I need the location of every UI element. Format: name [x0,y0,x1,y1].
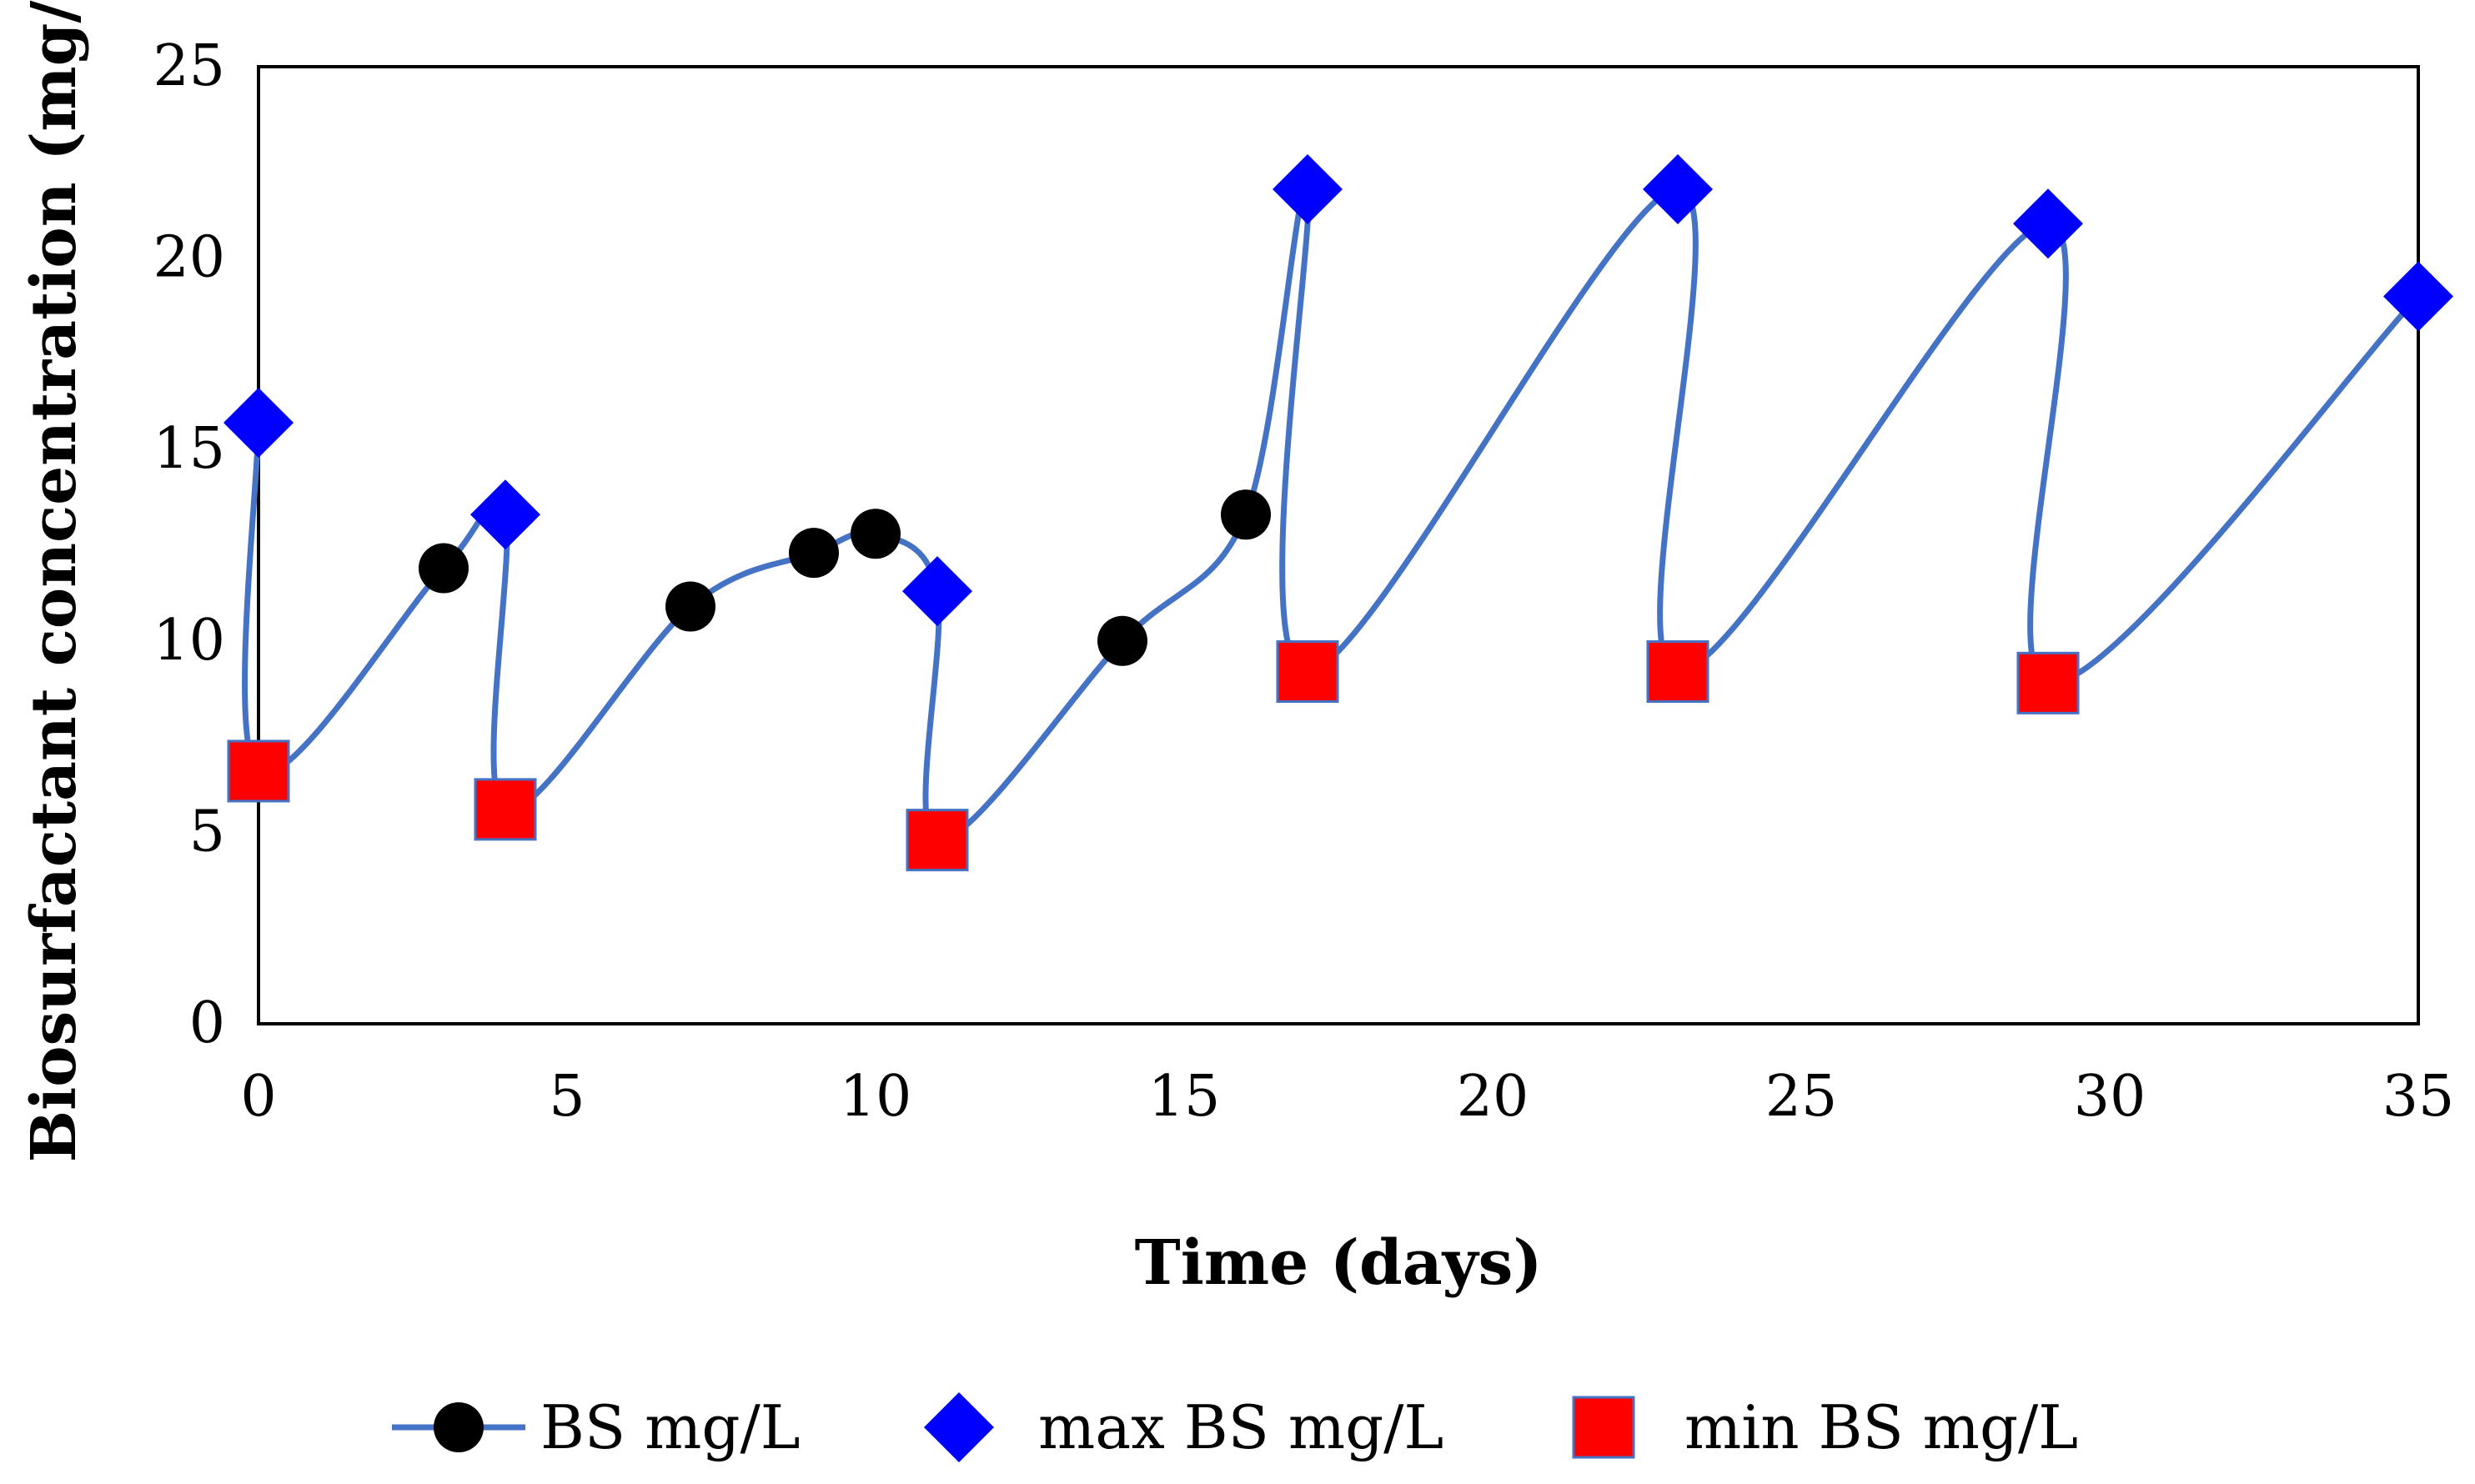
max-bs-point [1273,153,1343,224]
x-tick-label: 15 [1148,1064,1221,1130]
min-bs-point [474,778,537,841]
legend: BS mg/L max BS mg/L min BS mg/L [392,1392,2078,1462]
data-markers [223,153,2453,872]
min-bs-point [2016,651,2080,714]
legend-label-max: max BS mg/L [1038,1392,1443,1462]
max-bs-point [902,556,972,627]
y-tick-label: 20 [153,225,225,291]
max-bs-point [470,479,540,550]
max-bs-point [2383,261,2453,332]
x-tick-label: 20 [1457,1064,1529,1130]
legend-max-marker [924,1392,994,1462]
y-tick-label: 10 [153,608,225,674]
x-tick-label: 35 [2382,1064,2455,1130]
min-bs-point [227,739,290,803]
max-bs-point [2013,188,2083,259]
legend-bs-marker [434,1402,484,1452]
y-tick-label: 5 [189,799,225,865]
bs-point [789,528,839,579]
x-tick-label: 30 [2074,1064,2146,1130]
legend-label-bs: BS mg/L [540,1392,801,1462]
legend-label-min: min BS mg/L [1684,1392,2078,1462]
min-bs-point [1276,640,1339,704]
min-bs-point [906,809,969,872]
x-tick-label: 0 [240,1064,276,1130]
y-tick-label: 0 [189,990,225,1056]
x-tick-label: 10 [840,1064,912,1130]
max-bs-point [1643,153,1713,224]
bs-point [1221,489,1271,540]
x-tick-labels: 0 5 10 15 20 25 30 35 [240,1064,2454,1130]
bs-point [1097,615,1147,666]
max-bs-point [223,388,294,459]
bs-point [665,581,715,632]
plot-frame [257,65,2420,1025]
y-tick-label: 15 [153,416,225,482]
bs-line [242,184,2422,844]
x-axis-title: Time (days) [1135,1227,1543,1299]
min-bs-point [1646,640,1709,704]
y-tick-label: 25 [153,33,225,99]
x-tick-label: 25 [1765,1064,1838,1130]
x-tick-label: 5 [549,1064,585,1130]
y-axis-title: Biosurfactant concentration (mg/L) [18,0,90,1162]
legend-min-marker [1572,1396,1635,1459]
y-tick-labels: 0 5 10 15 20 25 [153,33,225,1056]
bs-point [851,509,901,559]
bs-point [419,543,469,594]
